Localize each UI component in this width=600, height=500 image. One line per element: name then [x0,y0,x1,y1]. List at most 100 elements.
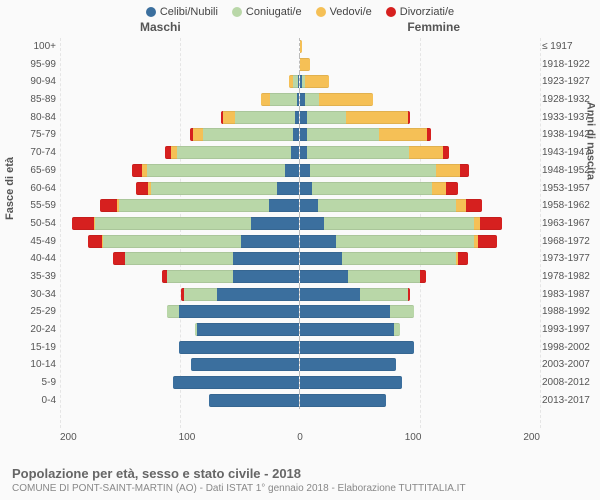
segment [307,111,345,124]
male-bar [60,392,300,410]
age-label: 40-44 [20,253,56,264]
segment [270,93,296,106]
segment [408,288,410,301]
male-bar [60,303,300,321]
male-bar [60,250,300,268]
segment [261,93,271,106]
segment [310,164,436,177]
pyramid-row: 35-391978-1982 [60,268,540,286]
segment [480,217,502,230]
legend-swatch [386,7,396,17]
segment [100,199,117,212]
female-bar [300,286,540,304]
year-label: 1923-1927 [542,76,598,87]
female-bar [300,374,540,392]
segment [300,199,318,212]
segment [466,199,483,212]
segment [408,111,410,124]
segment [300,288,360,301]
legend-item: Celibi/Nubili [146,6,218,18]
age-label: 35-39 [20,271,56,282]
header-female: Femmine [407,20,460,34]
male-bar [60,144,300,162]
female-bar [300,392,540,410]
year-label: 1953-1957 [542,183,598,194]
age-label: 5-9 [20,377,56,388]
segment [300,358,396,371]
male-bar [60,286,300,304]
age-label: 95-99 [20,59,56,70]
legend-label: Divorziati/e [400,6,454,18]
year-label: 1968-1972 [542,236,598,247]
segment [379,128,427,141]
segment [436,164,460,177]
year-label: 1998-2002 [542,342,598,353]
segment [184,288,218,301]
year-label: 1983-1987 [542,289,598,300]
legend-label: Vedovi/e [330,6,372,18]
female-bar [300,233,540,251]
segment [293,128,299,141]
segment [307,128,379,141]
segment [291,146,299,159]
age-label: 50-54 [20,218,56,229]
male-bar [60,197,300,215]
pyramid-row: 65-691948-1952 [60,162,540,180]
x-tick: 0 [297,432,303,443]
year-label: 1928-1932 [542,94,598,105]
pyramid-row: 60-641953-1957 [60,180,540,198]
chart-area: 100+≤ 191795-991918-192290-941923-192785… [60,38,540,428]
segment [300,341,414,354]
male-bar [60,56,300,74]
pyramid-row: 100+≤ 1917 [60,38,540,56]
female-bar [300,197,540,215]
year-label: 1943-1947 [542,147,598,158]
header-male: Maschi [140,20,181,34]
male-bar [60,321,300,339]
segment [300,270,348,283]
female-bar [300,180,540,198]
segment [324,217,474,230]
year-label: 1933-1937 [542,112,598,123]
segment [360,288,408,301]
footer: Popolazione per età, sesso e stato civil… [12,466,588,494]
age-label: 60-64 [20,183,56,194]
segment [297,93,299,106]
pyramid-row: 15-191998-2002 [60,339,540,357]
year-label: 1938-1942 [542,129,598,140]
segment [197,323,299,336]
segment [72,217,94,230]
legend: Celibi/NubiliConiugati/eVedovi/eDivorzia… [0,0,600,18]
age-label: 90-94 [20,76,56,87]
segment [460,164,470,177]
segment [300,182,312,195]
male-bar [60,162,300,180]
segment [348,270,420,283]
year-label: 1978-1982 [542,271,598,282]
age-label: 20-24 [20,324,56,335]
segment [312,182,432,195]
segment [390,305,414,318]
year-label: 2008-2012 [542,377,598,388]
segment [478,235,497,248]
segment [394,323,400,336]
segment [300,111,307,124]
segment [427,128,431,141]
segment [420,270,426,283]
male-bar [60,233,300,251]
segment [103,235,241,248]
footer-subtitle: COMUNE DI PONT-SAINT-MARTIN (AO) - Dati … [12,483,588,494]
segment [269,199,299,212]
pyramid-row: 25-291988-1992 [60,303,540,321]
age-label: 100+ [20,41,56,52]
segment [277,182,299,195]
x-tick: 200 [523,432,540,443]
male-bar [60,180,300,198]
segment [443,146,449,159]
year-label: 1973-1977 [542,253,598,264]
segment [251,217,299,230]
pyramid-row: 55-591958-1962 [60,197,540,215]
year-label: ≤ 1917 [542,41,598,52]
footer-title: Popolazione per età, sesso e stato civil… [12,466,588,481]
male-bar [60,91,300,109]
